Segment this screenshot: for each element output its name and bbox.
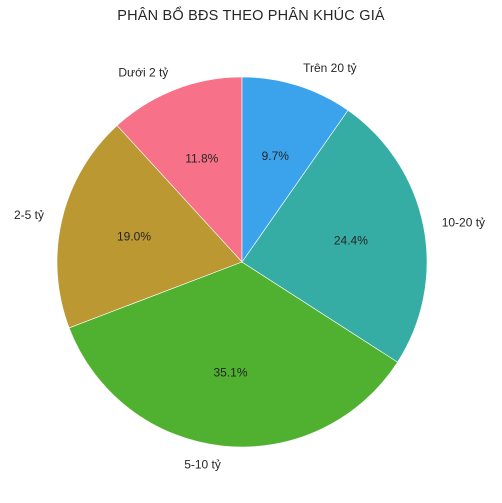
- pie-percent-label: 19.0%: [117, 229, 151, 243]
- pie-percent-label: 9.7%: [262, 149, 290, 163]
- pie-percent-label: 24.4%: [334, 234, 368, 248]
- pie-slice: [241, 76, 349, 263]
- pie-percent-labels: 11.8% 19.0% 35.1% 24.4% 9.7%: [117, 149, 368, 379]
- pie-percent-label: 35.1%: [213, 365, 247, 379]
- pie-slice: [116, 76, 243, 263]
- chart-title: PHÂN BỔ BĐS THEO PHÂN KHÚC GIÁ: [117, 8, 385, 24]
- pie-category-labels: Dưới 2 tỷ 2-5 tỷ 5-10 tỷ 10-20 tỷ Trên 20 tỷ: [14, 61, 485, 471]
- pie-category-label: 10-20 tỷ: [442, 216, 485, 230]
- pie-slice: [68, 261, 398, 448]
- pie-percent-label: 11.8%: [185, 152, 218, 166]
- pie-category-label: Trên 20 tỷ: [303, 61, 357, 75]
- pie-category-label: Dưới 2 tỷ: [118, 65, 168, 79]
- pie-category-label: 2-5 tỷ: [14, 208, 44, 222]
- pie-category-label: 5-10 tỷ: [184, 457, 221, 471]
- pie-slices: [56, 76, 428, 448]
- pie-slice: [241, 109, 428, 363]
- pie-slice: [56, 125, 243, 329]
